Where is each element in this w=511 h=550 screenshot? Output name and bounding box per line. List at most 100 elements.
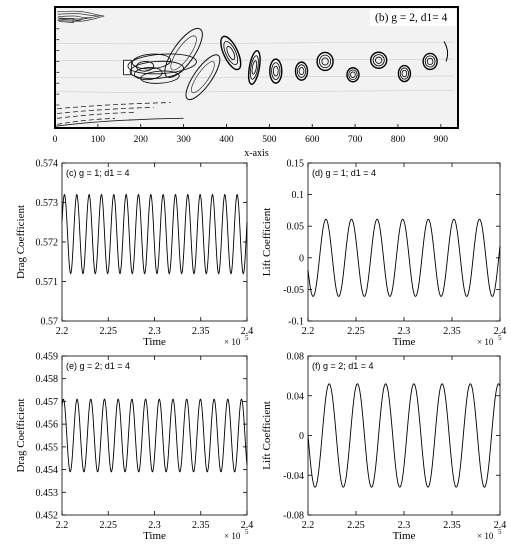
x-tick-label: 600 (305, 135, 320, 145)
x-axis-exponent-power: 5 (245, 528, 249, 536)
vortex-contour (319, 54, 332, 69)
plot-area (307, 162, 501, 322)
x-tick-label: 0 (53, 135, 58, 145)
shed-vortex-contour (185, 54, 221, 101)
shed-vortex-contour (170, 35, 197, 71)
x-tick-label: 500 (262, 135, 277, 145)
time-series-panel: 2.2 2.25 2.3 2.35 2.4 0.57 0.571 0.572 0.573 0.57… (15, 159, 253, 349)
x-tick-label: 100 (91, 135, 106, 145)
x-tick-label: 2.35 (443, 520, 461, 531)
vortex-contour (247, 50, 261, 85)
x-tick-label: 800 (391, 135, 406, 145)
x-tick-label: 2.2 (56, 326, 69, 337)
series-line (307, 218, 501, 297)
y-tick-label: -0.05 (283, 285, 304, 296)
near-wake-contour (129, 60, 185, 80)
lower-shear-layer-contour (57, 117, 116, 125)
y-axis-label: Drag Coefficient (15, 398, 27, 472)
vortex-contour (375, 56, 383, 64)
background-contour (55, 90, 454, 93)
y-tick-label: 0.15 (287, 159, 305, 170)
y-tick-label: -0.04 (283, 471, 304, 482)
y-tick-label: -0.1 (288, 317, 304, 328)
vortex-contour (220, 35, 242, 71)
background-contour (55, 41, 454, 45)
plot-area (61, 355, 248, 516)
x-tick-label: 2.3 (398, 520, 411, 531)
x-axis-exponent: × 10 (477, 337, 494, 347)
y-tick-label: 0.457 (36, 397, 59, 408)
series-line (61, 193, 248, 275)
x-axis-label: Time (143, 530, 166, 542)
series-line (307, 383, 501, 488)
x-axis-exponent: × 10 (477, 531, 494, 541)
y-tick-label: 0.573 (36, 198, 59, 209)
x-axis-exponent-power: 5 (498, 528, 502, 536)
background-contour (55, 58, 454, 62)
vortex-contour (223, 40, 239, 65)
vortex-contour (424, 55, 436, 68)
time-series-panel: 2.2 2.25 2.3 2.35 2.4 0.452 0.453 0.454 0.455 0.4… (15, 352, 253, 543)
time-series-panel: 2.2 2.25 2.3 2.35 2.4 -0.1 -0.05 0 0.05 0.1 0.15 (d… (261, 159, 506, 349)
x-tick-label: 300 (176, 135, 191, 145)
y-tick-label: 0.571 (36, 277, 59, 288)
series-line (61, 398, 248, 473)
vortex-contour (346, 67, 360, 83)
x-axis-label: Time (143, 336, 166, 348)
shear-layer-contour (58, 18, 81, 23)
vortex-contour (316, 51, 334, 72)
shed-vortex-contour (190, 61, 215, 94)
x-axis-exponent-power: 5 (498, 334, 502, 342)
lower-shear-layer-contour (57, 107, 154, 114)
contour-panel: (b) g = 2, d1= 4 0 100 200 300 400 500 600 700 80… (53, 6, 459, 159)
y-tick-label: 0.454 (36, 465, 59, 476)
x-axis-label: Time (393, 530, 416, 542)
time-series-panel: 2.2 2.25 2.3 2.35 2.4 -0.08 -0.04 0 0.04 0.08 (f) … (261, 352, 506, 543)
y-tick-label: 0.1 (292, 190, 305, 201)
y-tick-label: 0.57 (41, 317, 59, 328)
y-axis-label: Lift Coefficient (261, 208, 273, 277)
near-wake-contour (136, 60, 155, 72)
near-wake-contour (133, 66, 163, 81)
x-tick-label: 2.25 (347, 326, 365, 337)
lower-shear-layer-contour (57, 102, 171, 110)
vortex-contour (443, 41, 449, 62)
x-tick-label: 2.35 (443, 326, 461, 337)
y-tick-label: 0.455 (36, 442, 59, 453)
cylinder-body (123, 59, 132, 76)
vortex-contour (401, 69, 408, 78)
vortex-contour (269, 58, 283, 84)
vortex-contour (249, 55, 259, 80)
y-tick-label: -0.08 (283, 511, 304, 522)
vortex-contour (251, 60, 258, 75)
x-axis-label: Time (393, 336, 416, 348)
vortex-contour (272, 65, 279, 77)
background-contour (55, 75, 454, 78)
lower-shear-layer-contour (57, 111, 137, 119)
vortex-contour (369, 51, 388, 69)
x-axis-exponent: × 10 (224, 531, 241, 541)
x-axis-exponent: × 10 (224, 337, 241, 347)
y-tick-label: 0 (299, 253, 304, 264)
vortex-contour (226, 45, 236, 61)
vortex-contour (422, 52, 438, 71)
vortex-contour (348, 69, 358, 81)
panel-label: (c) g = 1; d1 = 4 (66, 168, 130, 178)
x-tick-label: 2.3 (148, 326, 161, 337)
x-tick-label: 2.3 (398, 326, 411, 337)
vortex-contour (294, 61, 309, 81)
x-tick-label: 2.2 (302, 326, 315, 337)
x-tick-label: 2.35 (192, 326, 210, 337)
vortex-contour (397, 64, 412, 83)
x-tick-label: 2.4 (494, 326, 507, 337)
y-tick-label: 0.456 (36, 420, 59, 431)
y-tick-label: 0.458 (36, 374, 59, 385)
x-tick-label: 2.2 (56, 520, 69, 531)
plot-area (307, 355, 501, 516)
x-tick-label: 2.25 (100, 520, 118, 531)
vortex-contour (399, 67, 410, 80)
vortex-contour (350, 71, 356, 78)
y-tick-label: 0.453 (36, 488, 59, 499)
x-axis-exponent-power: 5 (245, 334, 249, 342)
y-axis-label: Drag Coefficient (15, 205, 27, 279)
